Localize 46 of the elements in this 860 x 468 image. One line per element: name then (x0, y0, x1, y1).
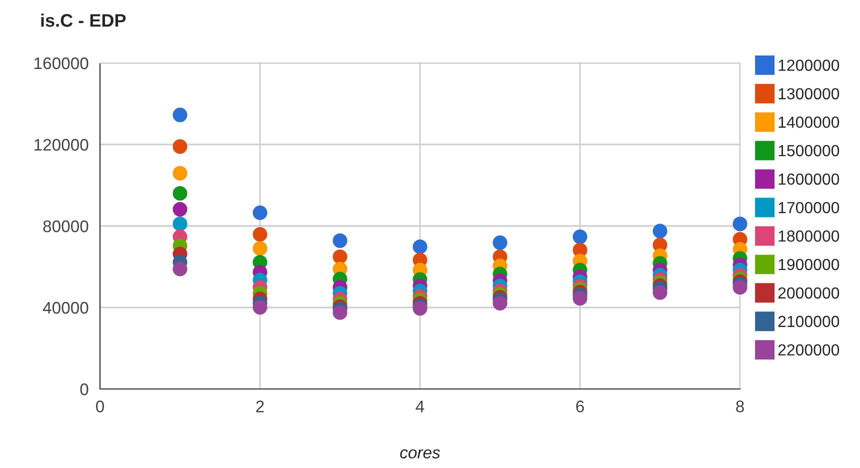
point (252, 241, 268, 256)
y-tick-label: 160000 (34, 57, 88, 70)
x-tick-label: 4 (416, 400, 424, 412)
point (172, 139, 188, 154)
point (172, 108, 188, 122)
chart-title: is.C - EDP (41, 14, 126, 27)
legend-label: 2100000 (778, 316, 840, 328)
legend-label: 2000000 (778, 287, 840, 299)
point (172, 186, 188, 201)
point (492, 296, 508, 311)
legend-label: 1800000 (778, 230, 840, 242)
y-tick-label: 120000 (34, 138, 88, 151)
point (732, 216, 748, 232)
legend-label: 2200000 (778, 344, 840, 356)
legend-label: 1400000 (778, 116, 840, 128)
point (652, 224, 668, 238)
point (172, 202, 188, 217)
point (732, 280, 748, 295)
legend-label: 1900000 (778, 258, 840, 270)
x-tick-label: 0 (96, 400, 104, 412)
y-tick-label: 40000 (42, 302, 88, 314)
legend-label: 1200000 (778, 60, 840, 71)
x-tick-label: 6 (576, 400, 584, 412)
legend-label: 1500000 (778, 145, 840, 156)
point (652, 285, 668, 300)
y-tick-label: 80000 (43, 220, 88, 232)
point (572, 230, 588, 244)
point (572, 291, 588, 306)
point (172, 262, 188, 276)
x-tick-label: 8 (736, 400, 744, 412)
y-tick-label: 0 (80, 383, 88, 396)
point (172, 166, 188, 181)
legend-label: 1300000 (778, 88, 840, 100)
point (492, 235, 508, 250)
point (252, 227, 268, 242)
point (172, 216, 188, 232)
point (412, 240, 428, 254)
legend-label: 1600000 (778, 173, 840, 185)
point (252, 205, 268, 220)
point (332, 305, 348, 320)
point (332, 249, 348, 264)
x-axis-title: cores (400, 449, 440, 458)
x-tick-label: 2 (256, 400, 264, 412)
legend-label: 1700000 (778, 202, 840, 214)
point (332, 233, 348, 248)
point (252, 300, 268, 315)
